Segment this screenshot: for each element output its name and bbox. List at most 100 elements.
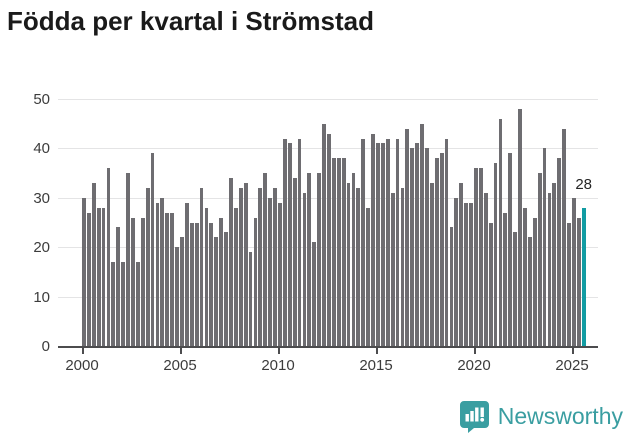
- bar: [278, 202, 282, 346]
- bar: [175, 247, 179, 346]
- bar: [542, 148, 547, 346]
- x-axis-tick: [572, 348, 574, 354]
- bar: [184, 202, 189, 346]
- y-tick-label: 20: [33, 239, 50, 257]
- gridline: [58, 99, 598, 100]
- bar: [429, 182, 434, 346]
- bar: [268, 197, 273, 346]
- mini-bar-3: [474, 407, 479, 421]
- bar: [474, 168, 478, 346]
- plot-area: 28: [58, 99, 598, 347]
- bar: [361, 138, 366, 346]
- bar: [302, 192, 307, 346]
- bar: [572, 197, 576, 346]
- mini-bar-2: [470, 410, 474, 421]
- bar: [307, 173, 312, 346]
- exclamation-stem: [480, 407, 484, 417]
- bar: [243, 182, 248, 346]
- bar: [204, 207, 209, 346]
- bar: [233, 207, 238, 346]
- bar: [562, 128, 567, 346]
- x-axis-tick: [474, 348, 476, 354]
- bar: [116, 227, 121, 346]
- bar: [557, 158, 562, 346]
- newsworthy-logo-icon: [459, 400, 489, 433]
- x-axis-tick: [82, 348, 84, 354]
- bar: [273, 187, 277, 346]
- bar: [327, 133, 331, 346]
- bar: [253, 217, 258, 346]
- highlighted-bar: [581, 207, 586, 346]
- bar: [292, 178, 297, 346]
- exclamation-dot: [480, 417, 484, 422]
- bar: [297, 138, 302, 346]
- x-tick-label: 2000: [65, 357, 99, 374]
- bar: [366, 207, 371, 346]
- bar: [96, 207, 101, 346]
- bar: [126, 173, 130, 346]
- bar: [410, 148, 415, 346]
- bar: [523, 207, 527, 346]
- y-tick-label: 30: [33, 189, 50, 207]
- bar: [331, 158, 336, 346]
- bar: [439, 153, 444, 346]
- bar: [263, 173, 268, 346]
- bar: [576, 217, 581, 346]
- bar: [282, 138, 287, 346]
- newsworthy-logo-text: Newsworthy: [497, 402, 623, 429]
- bar: [86, 212, 91, 346]
- bar: [160, 197, 165, 346]
- bar: [513, 232, 518, 346]
- x-tick-label: 2010: [261, 357, 295, 374]
- bar: [189, 222, 194, 346]
- bar: [444, 138, 449, 346]
- bar: [346, 182, 351, 346]
- bar: [488, 222, 493, 346]
- bar: [434, 158, 439, 346]
- bar: [380, 143, 385, 346]
- bar: [170, 212, 175, 346]
- bar: [493, 163, 498, 346]
- bar: [459, 182, 464, 346]
- bar: [376, 143, 380, 346]
- bar: [395, 138, 400, 346]
- bar: [532, 217, 537, 346]
- bar: [425, 148, 429, 346]
- bar: [145, 187, 150, 346]
- bar: [317, 173, 322, 346]
- bar: [180, 237, 184, 346]
- bar: [336, 158, 341, 346]
- bar: [385, 138, 390, 346]
- bar: [552, 182, 557, 346]
- x-tick-label: 2005: [163, 357, 197, 374]
- bar: [503, 212, 508, 346]
- bar: [101, 207, 106, 346]
- bar: [415, 143, 420, 346]
- bar: [454, 197, 459, 346]
- bar: [131, 217, 135, 346]
- bar: [82, 197, 86, 346]
- bar: [91, 182, 96, 346]
- bar: [478, 168, 483, 346]
- bar: [238, 187, 243, 346]
- bar: [351, 173, 356, 346]
- y-tick-label: 50: [33, 91, 50, 108]
- bar: [155, 202, 160, 346]
- bar-chart: 28 2000 2005 2010 2015 2020 2025 0 10 20 30 40 50: [33, 91, 598, 374]
- bar: [287, 143, 292, 346]
- bar: [209, 222, 214, 346]
- x-axis-tick: [376, 348, 378, 354]
- bar: [508, 153, 513, 346]
- bar: [400, 187, 405, 346]
- last-value-label: 28: [575, 176, 592, 193]
- bar: [224, 232, 228, 346]
- bar: [121, 262, 126, 346]
- newsworthy-logo: Newsworthy: [459, 398, 623, 434]
- bar: [229, 178, 233, 346]
- bar: [567, 222, 571, 346]
- bar: [498, 118, 503, 346]
- bar: [150, 153, 155, 346]
- page-title: Födda per kvartal i Strömstad: [7, 6, 374, 36]
- bar: [322, 123, 326, 346]
- bar: [194, 222, 199, 346]
